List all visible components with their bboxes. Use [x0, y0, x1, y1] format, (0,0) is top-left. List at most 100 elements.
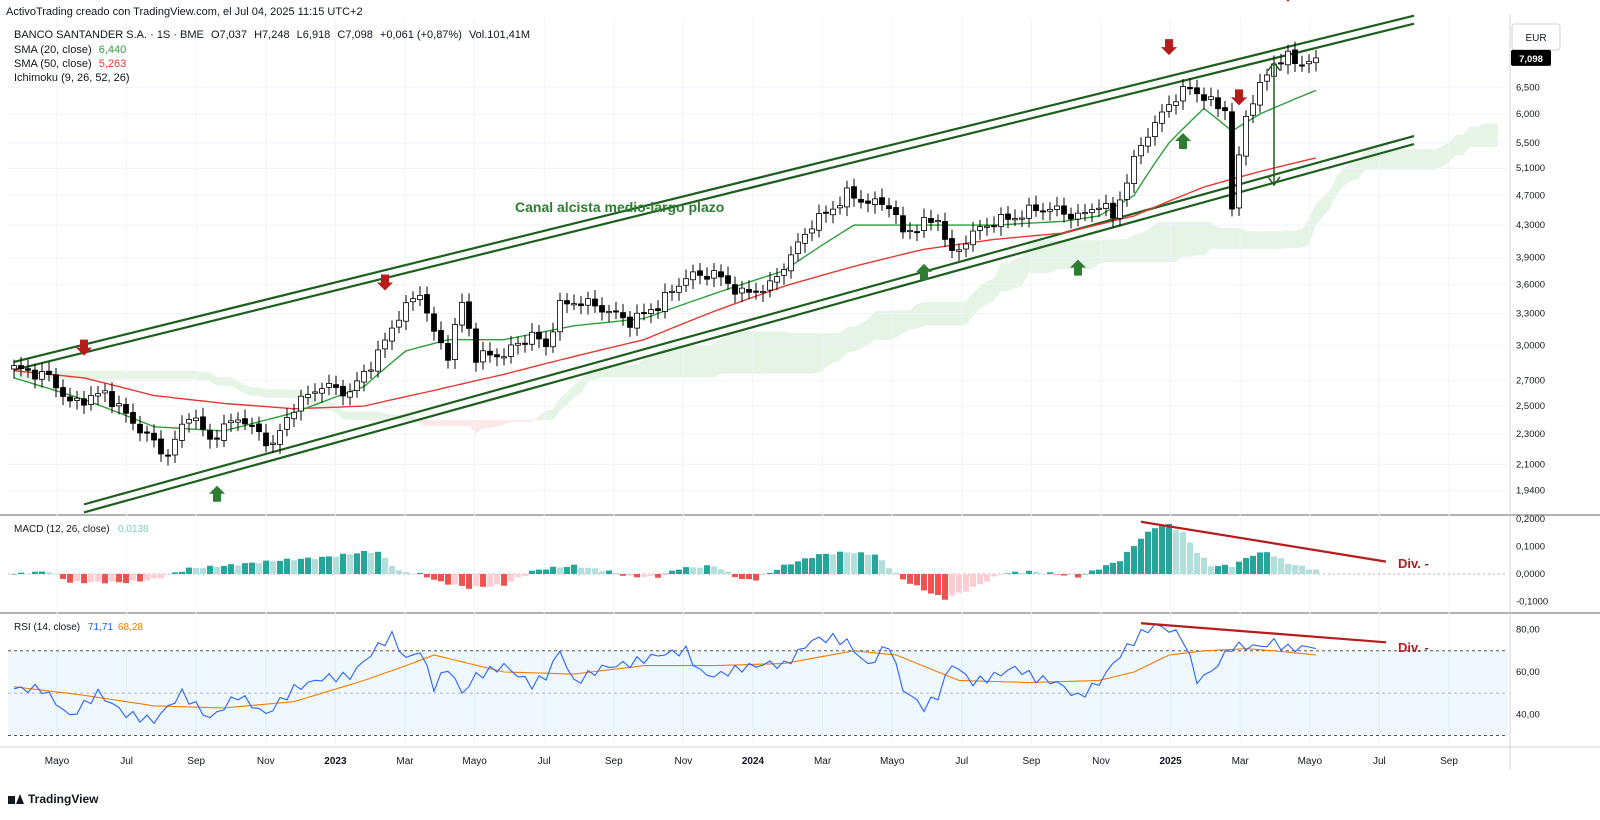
cloud-segment [1351, 161, 1358, 182]
macd-bar [571, 564, 577, 574]
time-tick-label: Sep [1440, 756, 1458, 767]
cloud-segment [882, 311, 889, 340]
macd-bar [1313, 569, 1319, 574]
candle-up [11, 365, 17, 370]
cloud-segment [140, 370, 147, 380]
macd-bar [683, 567, 689, 574]
tradingview-brand[interactable]: TradingView [8, 792, 98, 806]
measure-arrowhead-top [1267, 61, 1281, 72]
macd-bar [893, 572, 899, 574]
time-tick-label: Mar [396, 756, 414, 767]
macd-bar [648, 574, 654, 576]
currency-badge[interactable]: EUR [1511, 23, 1561, 51]
cloud-segment [637, 359, 644, 378]
cloud-segment [497, 420, 504, 427]
cloud-segment [98, 370, 105, 380]
macd-bar [1180, 531, 1186, 574]
candle-up [760, 291, 766, 294]
high-value: H7,248 [254, 29, 290, 41]
cloud-segment [672, 345, 679, 378]
cloud-segment [574, 380, 581, 398]
candle-up [739, 287, 745, 294]
macd-bar [718, 569, 724, 574]
macd-bar [851, 553, 857, 574]
cloud-segment [245, 385, 252, 396]
candle-up [291, 411, 297, 420]
macd-bar [1236, 561, 1242, 574]
price-tick-label: 5,1000 [1516, 163, 1545, 174]
macd-bar [25, 573, 31, 575]
candle-down [718, 271, 724, 278]
cloud-segment [1239, 227, 1246, 249]
cloud-segment [357, 411, 364, 421]
candle-up [277, 430, 283, 445]
cloud-segment [252, 387, 259, 396]
macd-bar [725, 571, 731, 574]
macd-bar [746, 574, 752, 580]
candle-down [151, 432, 157, 441]
macd-bar [949, 574, 955, 596]
candle-down [641, 312, 647, 315]
cloud-segment [665, 345, 672, 378]
cloud-segment [154, 370, 161, 380]
legend-ichimoku[interactable]: Ichimoku (9, 26, 52, 26) [14, 72, 134, 84]
macd-bar [550, 566, 556, 574]
macd-bar [522, 574, 528, 576]
candle-down [1229, 111, 1235, 210]
macd-bar [438, 574, 444, 582]
macd-bar [501, 574, 507, 586]
cloud-segment [1407, 149, 1414, 170]
candle-down [613, 310, 619, 313]
candle-up [1096, 207, 1102, 210]
price-tick-label: 4,7000 [1516, 190, 1545, 201]
cloud-segment [1029, 240, 1036, 273]
macd-bar [774, 569, 780, 574]
candle-down [1278, 62, 1284, 65]
candle-down [1292, 49, 1298, 64]
macd-bar [1054, 574, 1060, 575]
macd-bar [459, 574, 465, 586]
cloud-segment [476, 420, 483, 434]
macd-bar [396, 570, 402, 574]
candle-up [39, 371, 45, 380]
candle-up [375, 349, 381, 372]
price-tick-label: 2,5000 [1516, 401, 1545, 412]
macd-bar [116, 574, 122, 583]
candle-up [1159, 111, 1165, 124]
macd-bar [767, 572, 773, 574]
candle-down [25, 368, 31, 371]
cloud-segment [1267, 231, 1274, 249]
cloud-segment [1491, 123, 1498, 147]
last-price-badge[interactable]: 7,098 [1511, 49, 1551, 66]
time-tick-label: Nov [1092, 756, 1110, 767]
cloud-segment [343, 410, 350, 421]
macd-bar [1075, 574, 1081, 578]
cloud-segment [1043, 240, 1050, 273]
candle-up [1082, 212, 1088, 215]
macd-bar [1138, 538, 1144, 574]
legend-sma50[interactable]: SMA (50, close) 5,263 [14, 58, 130, 70]
macd-bar [606, 570, 612, 574]
candle-up [1131, 155, 1137, 184]
upper-channel-line [13, 22, 1415, 371]
rsi-divergence-line [1140, 622, 1387, 644]
upper-channel-line [13, 14, 1415, 363]
macd-bar [886, 568, 892, 574]
cloud-segment [1358, 149, 1365, 180]
cloud-segment [714, 339, 721, 378]
time-tick-label: Sep [1023, 756, 1041, 767]
macd-value: 0,0138 [118, 524, 149, 535]
candle-up [284, 416, 290, 430]
candle-up [977, 226, 983, 231]
cloud-segment [1113, 239, 1120, 263]
cloud-segment [1428, 149, 1435, 170]
macd-tick-label: 0,0000 [1516, 569, 1545, 580]
macd-bar [697, 567, 703, 574]
symbol-legend[interactable]: BANCO SANTANDER S.A. · 1S · BME O7,037 H… [14, 29, 534, 41]
cloud-segment [266, 389, 273, 398]
candle-down [725, 275, 731, 284]
cloud-segment [1008, 259, 1015, 292]
cloud-segment [385, 413, 392, 421]
legend-sma20[interactable]: SMA (20, close) 6,440 [14, 44, 130, 56]
